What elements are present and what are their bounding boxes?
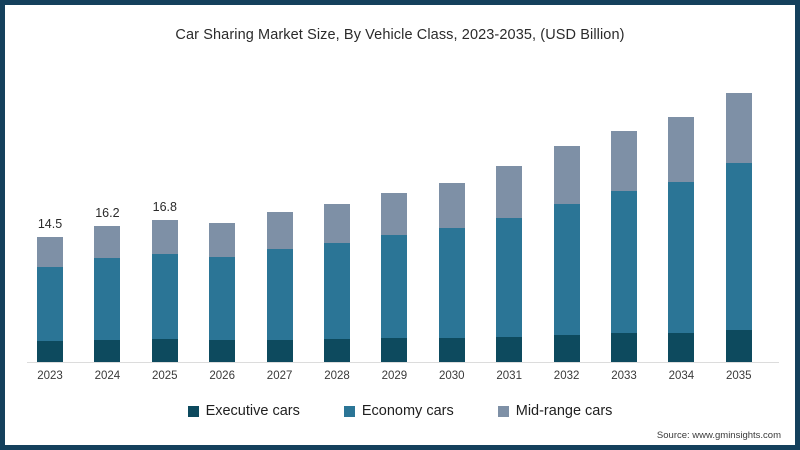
bar-segment-mid bbox=[725, 93, 752, 163]
x-axis-tick-2026: 2026 bbox=[209, 370, 235, 382]
bar-segment-exec bbox=[94, 339, 121, 362]
x-axis-tick-2031: 2031 bbox=[496, 370, 522, 382]
bar-segment-eco bbox=[209, 257, 236, 341]
bar-segment-mid bbox=[94, 226, 121, 258]
bar-column[interactable] bbox=[324, 204, 350, 362]
bar-data-label: 16.2 bbox=[95, 206, 120, 220]
legend-swatch-icon bbox=[497, 405, 509, 417]
x-axis-tick-2028: 2028 bbox=[324, 370, 350, 382]
bar-column[interactable] bbox=[266, 212, 293, 362]
bar-segment-exec bbox=[438, 337, 465, 362]
bar-column[interactable] bbox=[553, 146, 580, 362]
bar-segment-exec bbox=[668, 332, 695, 362]
bar-column[interactable] bbox=[37, 237, 63, 362]
legend-item-0[interactable]: Executive cars bbox=[187, 403, 300, 419]
bar-column[interactable] bbox=[611, 131, 637, 362]
bar-column[interactable] bbox=[209, 223, 236, 362]
bar-segment-eco bbox=[324, 242, 350, 340]
bar-segment-mid bbox=[668, 117, 695, 182]
bar-column[interactable] bbox=[438, 183, 465, 362]
bar-segment-eco bbox=[553, 204, 580, 335]
bar-segment-mid bbox=[324, 204, 350, 243]
bar-segment-mid bbox=[553, 146, 580, 205]
bar-segment-exec bbox=[611, 333, 637, 362]
bar-segment-mid bbox=[611, 131, 637, 192]
bar-data-label: 14.5 bbox=[37, 217, 63, 231]
x-axis-tick-2035: 2035 bbox=[726, 370, 752, 382]
bar-segment-eco bbox=[725, 162, 752, 330]
x-axis-tick-2030: 2030 bbox=[439, 370, 465, 382]
chart-title: Car Sharing Market Size, By Vehicle Clas… bbox=[175, 27, 625, 43]
bar-segment-eco bbox=[266, 248, 293, 340]
bar-segment-eco bbox=[668, 181, 695, 333]
bar-segment-eco bbox=[438, 227, 465, 338]
bar-data-label: 16.8 bbox=[152, 200, 177, 214]
x-axis-tick-2034: 2034 bbox=[668, 370, 695, 382]
bar-segment-mid bbox=[151, 220, 178, 255]
bar-segment-exec bbox=[324, 339, 350, 362]
bar-segment-exec bbox=[37, 341, 63, 362]
x-axis-tick-2027: 2027 bbox=[266, 370, 293, 382]
bar-segment-eco bbox=[381, 235, 408, 339]
legend-label: Executive cars bbox=[205, 403, 300, 419]
bar-segment-exec bbox=[725, 329, 752, 362]
x-axis-tick-2033: 2033 bbox=[611, 370, 637, 382]
bar-column[interactable] bbox=[725, 93, 752, 362]
bar-segment-eco bbox=[94, 257, 121, 340]
bar-segment-exec bbox=[381, 338, 408, 362]
x-axis-tick-2024: 2024 bbox=[94, 370, 121, 382]
chart-legend: Executive cars Economy cars Mid-range cars bbox=[5, 403, 795, 419]
x-axis-tick-2029: 2029 bbox=[381, 370, 408, 382]
bar-segment-mid bbox=[209, 223, 236, 258]
bar-segment-mid bbox=[381, 193, 408, 236]
x-axis-line bbox=[27, 362, 779, 363]
bar-segment-exec bbox=[553, 334, 580, 362]
bar-column[interactable] bbox=[94, 226, 121, 362]
bar-segment-exec bbox=[496, 336, 523, 362]
legend-item-2[interactable]: Mid-range cars bbox=[497, 403, 613, 419]
x-axis-tick-2025: 2025 bbox=[152, 370, 178, 382]
bar-segment-mid bbox=[266, 212, 293, 249]
x-axis-tick-2023: 2023 bbox=[37, 370, 63, 382]
bar-segment-mid bbox=[37, 237, 63, 267]
bar-segment-eco bbox=[611, 191, 637, 334]
legend-swatch-icon bbox=[187, 405, 199, 417]
legend-item-1[interactable]: Economy cars bbox=[343, 403, 454, 419]
legend-label: Mid-range cars bbox=[515, 403, 613, 419]
bar-column[interactable] bbox=[668, 117, 695, 362]
bar-segment-eco bbox=[151, 254, 178, 340]
bar-column[interactable] bbox=[496, 166, 523, 362]
bar-segment-mid bbox=[496, 166, 523, 218]
bar-segment-mid bbox=[438, 183, 465, 228]
bar-segment-eco bbox=[37, 267, 63, 341]
bar-segment-eco bbox=[496, 217, 523, 337]
bar-segment-exec bbox=[209, 340, 236, 362]
bar-segment-exec bbox=[151, 339, 178, 362]
x-axis-tick-2032: 2032 bbox=[553, 370, 580, 382]
legend-label: Economy cars bbox=[361, 403, 454, 419]
bar-column[interactable] bbox=[151, 220, 178, 362]
bar-segment-exec bbox=[266, 339, 293, 362]
source-caption: Source: www.gminsights.com bbox=[656, 430, 781, 441]
bar-column[interactable] bbox=[381, 193, 408, 362]
legend-swatch-icon bbox=[343, 405, 355, 417]
